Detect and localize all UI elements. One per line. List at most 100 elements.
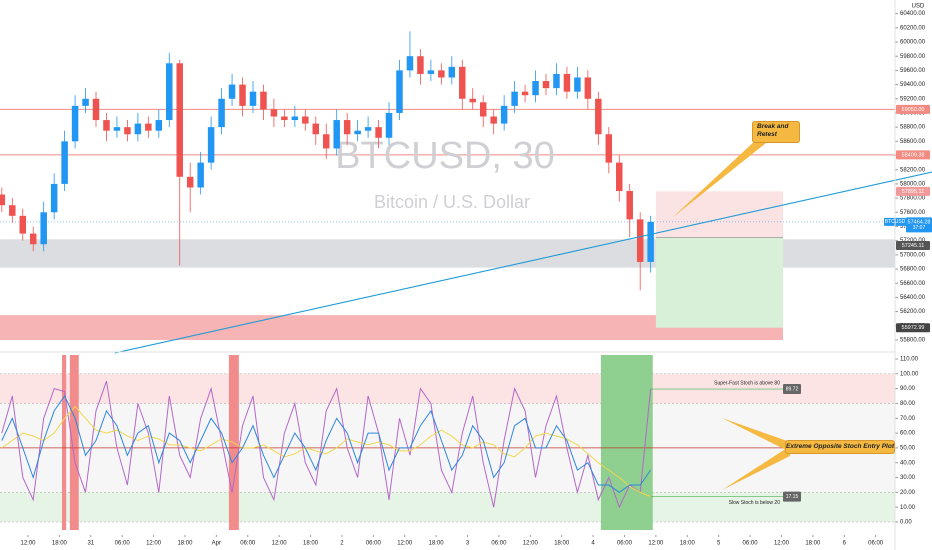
x-tick-label: Apr: [212, 541, 221, 547]
stoch-line: [1, 381, 652, 509]
candle-body: [207, 127, 215, 163]
candle-body: [459, 66, 466, 99]
entry-note-box: Extreme Opposite Stoch Entry Plot: [785, 440, 895, 454]
annotation-box: Break and Retest: [752, 121, 800, 143]
candle-body: [270, 109, 278, 117]
x-tick-label: 4: [591, 541, 595, 547]
x-tick-label: 18:00: [805, 541, 821, 547]
annotation: Break and Retest: [752, 121, 800, 143]
level-label: 59050.00: [902, 107, 925, 113]
band: [0, 492, 895, 522]
candle-body: [406, 56, 414, 71]
x-tick-label: 18:00: [177, 541, 193, 547]
layer: 55800.0056000.0056200.0056400.0056600.00…: [0, 11, 932, 547]
candle-body: [500, 105, 508, 124]
candle-body: [291, 116, 299, 121]
level-label: 58409.38: [902, 152, 925, 158]
candle-body: [145, 123, 152, 131]
stop-label-bg: [896, 186, 930, 196]
candle-body: [479, 102, 487, 117]
last-price-bg: [906, 217, 932, 233]
y-tick-label: 57000.00: [900, 252, 926, 258]
y-tick-label: 59200.00: [900, 96, 926, 102]
overbought-text: Super-Fast Stoch is above 80: [714, 380, 780, 386]
candle-body: [50, 183, 58, 213]
candle-body: [375, 127, 382, 138]
y-tick-label: 80.00: [900, 401, 916, 407]
x-tick-label: 2: [340, 541, 344, 547]
candle-body: [354, 130, 361, 135]
y-tick-label: 100.00: [900, 371, 919, 377]
y-tick-label: 56400.00: [900, 295, 926, 301]
y-tick-label: 60000.00: [900, 40, 926, 46]
x-tick-label: 06:00: [743, 541, 759, 547]
x-tick-label: 12:00: [146, 541, 162, 547]
target-label: 55972.99: [902, 325, 925, 331]
stop-label: 57895.11: [902, 189, 925, 195]
entry-label: 57245.11: [902, 243, 925, 249]
candle-body: [563, 73, 571, 92]
y-tick-label: 59600.00: [900, 68, 926, 74]
candle-body: [186, 176, 194, 188]
y-tick-label: 56200.00: [900, 309, 926, 315]
oversold-value: 17.15: [786, 494, 799, 500]
entry-note: Extreme Opposite Stoch Entry Plot: [785, 440, 895, 454]
y-tick-label: 59800.00: [900, 54, 926, 60]
last-price: 57464.28: [908, 219, 931, 225]
x-tick-label: 12:00: [397, 541, 413, 547]
candle-body: [647, 221, 654, 262]
y-tick-label: 70.00: [900, 416, 916, 422]
candle-body: [626, 190, 633, 220]
candle-body: [281, 116, 288, 121]
x-tick-label: 12:00: [272, 541, 288, 547]
candle-body: [302, 116, 309, 124]
candle-body: [103, 120, 110, 131]
candle-body: [312, 123, 320, 135]
x-tick-label: 12:00: [648, 541, 664, 547]
candle-body: [82, 98, 89, 106]
candle-body: [166, 63, 173, 121]
y-tick-label: 56800.00: [900, 267, 926, 273]
risk-box: [655, 191, 784, 238]
candle-body: [9, 205, 16, 216]
overbought-value: 89.72: [786, 386, 799, 392]
band: [0, 373, 895, 404]
x-tick-label: 18:00: [429, 541, 445, 547]
layer: [0, 108, 895, 530]
highlight: [600, 355, 653, 530]
candle-body: [124, 127, 131, 135]
y-tick-label: 40.00: [900, 460, 916, 466]
y-tick-label: 90.00: [900, 386, 916, 392]
candle-body: [542, 81, 550, 89]
candle-body: [218, 98, 225, 128]
candle-body: [427, 70, 435, 74]
candle-body: [249, 91, 257, 106]
y-tick-label: 56600.00: [900, 281, 926, 287]
overbought-value-bg: [783, 384, 801, 395]
candle-body: [636, 219, 644, 262]
highlight: [69, 355, 79, 530]
x-tick-label: 06:00: [617, 541, 633, 547]
callout-arrow: [722, 446, 790, 490]
candle-body: [396, 70, 403, 113]
zone: [0, 315, 784, 340]
x-tick-label: 06:00: [366, 541, 382, 547]
x-tick-label: 31: [87, 541, 94, 547]
x-tick-label: 12:00: [774, 541, 790, 547]
candle-body: [343, 120, 351, 135]
y-tick-label: 30.00: [900, 475, 916, 481]
y-tick-label: 58600.00: [900, 139, 926, 145]
y-tick-label: 57600.00: [900, 210, 926, 216]
x-tick-label: 18:00: [52, 541, 68, 547]
oversold-text: Slow Stoch is below 20: [729, 500, 781, 506]
y-tick-label: 60200.00: [900, 25, 926, 31]
candle-body: [595, 98, 602, 135]
candle-body: [61, 141, 68, 184]
candle-body: [605, 134, 613, 163]
candle-body: [532, 81, 539, 96]
callout-arrow: [722, 418, 790, 452]
y-tick-label: 57800.00: [900, 196, 926, 202]
highlight: [62, 355, 67, 530]
